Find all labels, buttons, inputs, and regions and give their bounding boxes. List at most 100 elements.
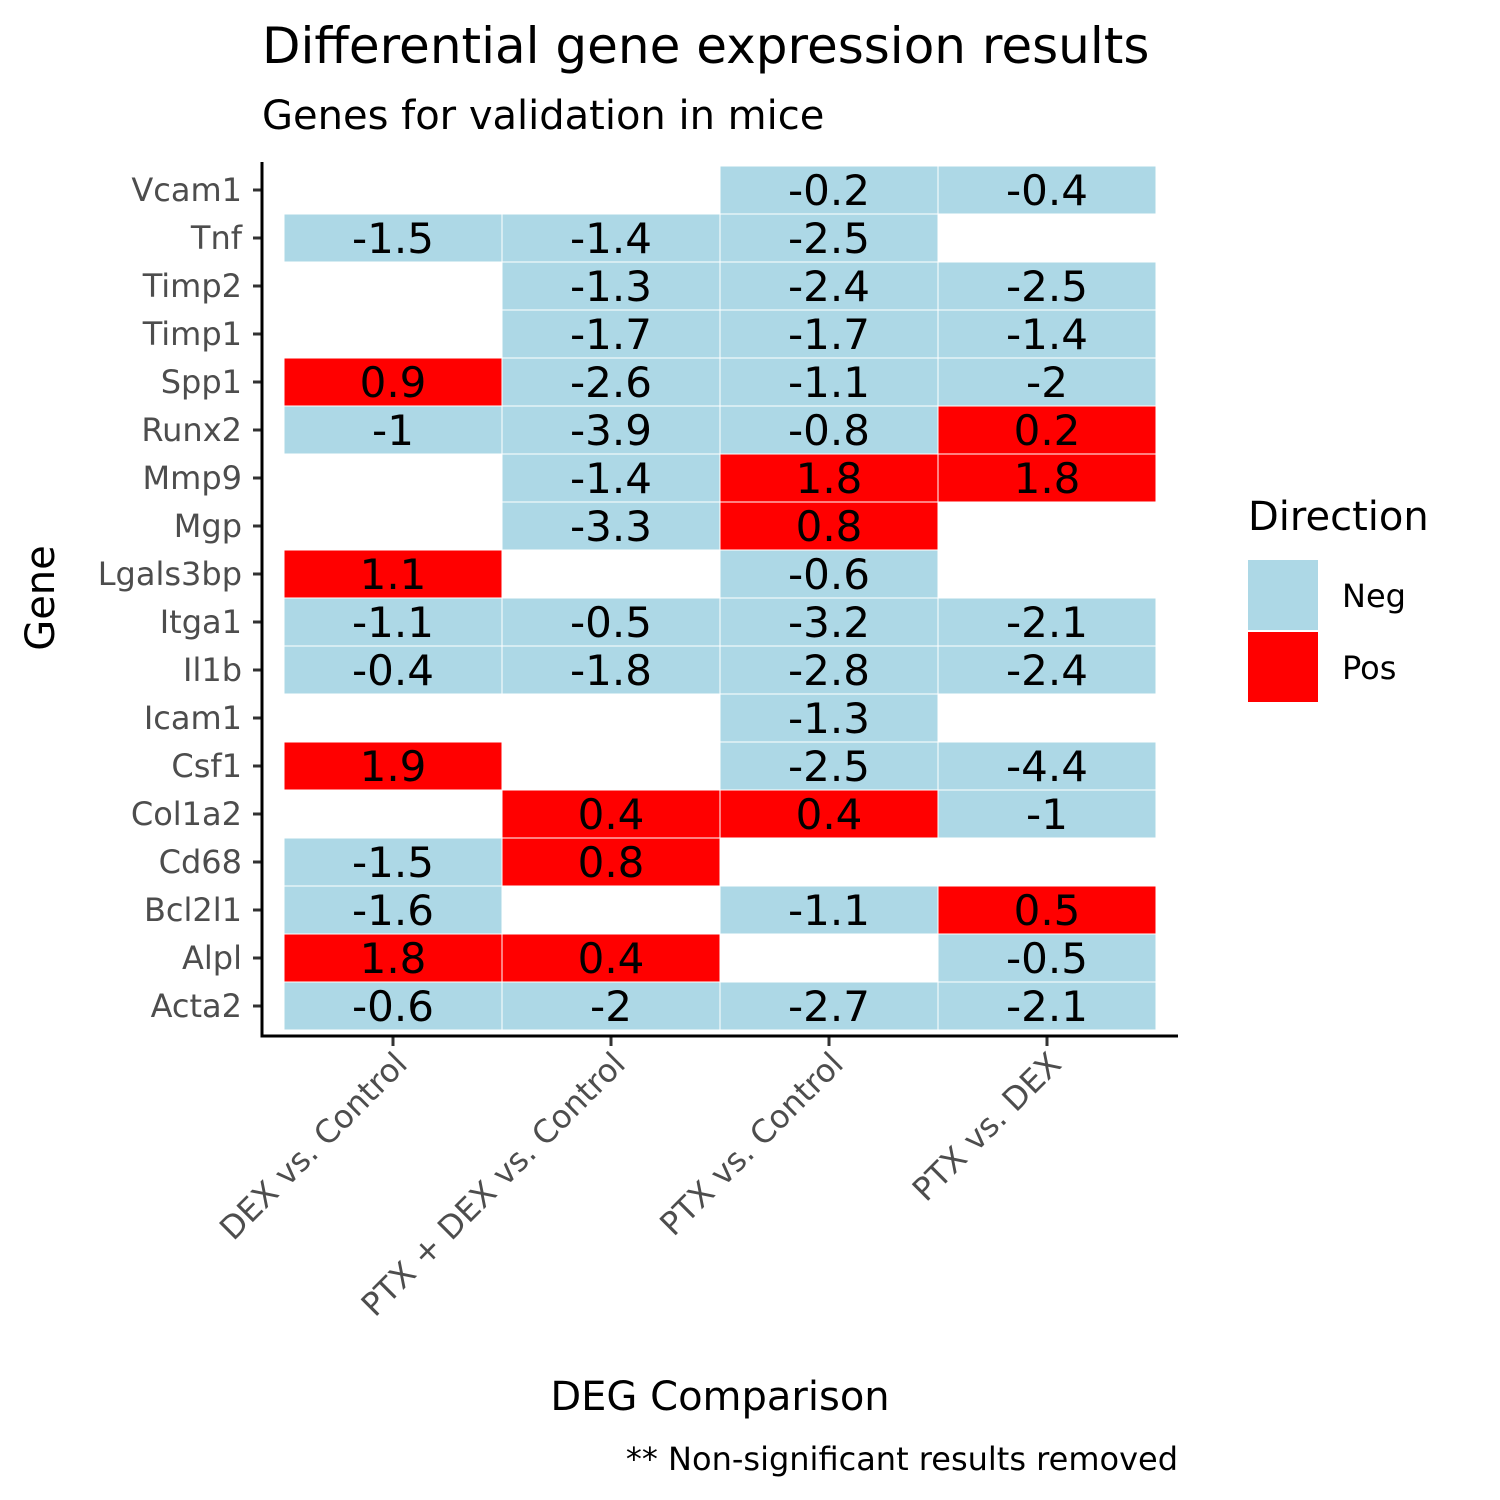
heatmap-cell [283,981,503,1031]
cell-value-label: -2.1 [1006,598,1088,647]
cell-value-label: -1.1 [352,598,434,647]
heatmap-cell [937,981,1157,1031]
heatmap-cell [719,549,939,599]
heatmap-cell [501,213,721,263]
cell-value-label: 0.8 [796,502,863,551]
heatmap-cell [937,453,1157,503]
cell-value-label: 0.8 [578,838,645,887]
legend-swatch-pos [1248,632,1318,702]
heatmap-cell [501,597,721,647]
cell-value-label: -1.3 [788,694,870,743]
heatmap-cell [283,357,503,407]
cell-value-label: -1.4 [570,214,652,263]
y-axis-title: Gene [18,545,64,651]
cell-value-label: -3.2 [788,598,870,647]
cell-value-label: -2 [590,982,632,1031]
heatmap-cell [719,597,939,647]
cell-value-label: -1 [372,406,414,455]
cell-value-label: -0.6 [352,982,434,1031]
cell-value-label: -0.8 [788,406,870,455]
chart-subtitle: Genes for validation in mice [262,93,824,139]
heatmap-cell [719,789,939,839]
cell-value-label: -0.4 [352,646,434,695]
cell-value-label: -1.6 [352,886,434,935]
cell-value-label: -4.4 [1006,742,1088,791]
y-tick-label: Csf1 [171,747,242,785]
cell-value-label: -1 [1026,790,1068,839]
cell-value-label: -0.5 [1006,934,1088,983]
y-tick-label: Il1b [183,651,242,689]
y-tick-label: Timp1 [142,315,242,353]
cell-value-label: 1.8 [360,934,427,983]
cell-value-label: 0.5 [1014,886,1081,935]
cell-value-label: -1.8 [570,646,652,695]
heatmap-cell [937,741,1157,791]
heatmap-cell [501,981,721,1031]
cell-value-label: -1.3 [570,262,652,311]
heatmap-cell [719,213,939,263]
heatmap-cell [719,741,939,791]
y-tick-label: Icam1 [144,699,242,737]
heatmap-cell [937,165,1157,215]
cell-value-label: -3.3 [570,502,652,551]
heatmap-cell [719,885,939,935]
heatmap-cell [501,789,721,839]
y-tick-label: Itga1 [160,603,242,641]
y-tick-label: Tnf [190,219,243,257]
heatmap-cell [501,261,721,311]
heatmap-cell [283,213,503,263]
cell-value-label: 1.8 [1014,454,1081,503]
x-tick-label: PTX vs. Control [652,1045,850,1243]
heatmap-cell [719,357,939,407]
heatmap-cell [283,405,503,455]
heatmap-cell [937,597,1157,647]
cell-value-label: -1.4 [570,454,652,503]
cell-value-label: -1.5 [352,838,434,887]
heatmap-cell [937,645,1157,695]
y-tick-label: Spp1 [161,363,242,401]
heatmap-cell [719,453,939,503]
heatmap-cell-labels: -0.2 -0.4-1.5 -1.4 -2.5-1.3 -2.4 -2.5-1.7 -1.7… [352,166,1088,1031]
heatmap-cell [937,885,1157,935]
cell-value-label: -2.1 [1006,982,1088,1031]
heatmap-cell [283,837,503,887]
heatmap-cell [501,837,721,887]
heatmap-cell [283,933,503,983]
y-tick-label: Timp2 [142,267,242,305]
heatmap-cell [719,693,939,743]
y-tick-label: Lgals3bp [98,555,242,593]
cell-value-label: -1.7 [788,310,870,359]
cell-value-label: 0.9 [360,358,427,407]
cell-value-label: -2.7 [788,982,870,1031]
y-tick-label: Mmp9 [143,459,242,497]
cell-value-label: 0.4 [578,790,645,839]
cell-value-label: -0.4 [1006,166,1088,215]
heatmap-cell [719,405,939,455]
y-tick-label: Runx2 [141,411,242,449]
cell-value-label: -0.5 [570,598,652,647]
cell-value-label: -2.5 [1006,262,1088,311]
cell-value-label: -1.7 [570,310,652,359]
legend-swatch-neg [1248,560,1318,630]
legend-label-pos: Pos [1342,649,1396,687]
x-axis-title: DEG Comparison [550,1374,889,1420]
cell-value-label: -3.9 [570,406,652,455]
cell-value-label: 0.2 [1014,406,1081,455]
heatmap-cell [937,357,1157,407]
cell-value-label: -2.4 [1006,646,1088,695]
heatmap-cell [719,165,939,215]
heatmap-cell [283,885,503,935]
heatmap-cell [937,789,1157,839]
heatmap-cell [501,357,721,407]
heatmap-cell [937,405,1157,455]
cell-value-label: -1.1 [788,358,870,407]
heatmap-cell [501,453,721,503]
cell-value-label: 1.8 [796,454,863,503]
cell-value-label: -2.8 [788,646,870,695]
legend: Direction Neg Pos [1248,494,1429,702]
chart-caption: ** Non-significant results removed [626,1440,1178,1478]
cell-value-label: -1.4 [1006,310,1088,359]
legend-label-neg: Neg [1342,577,1406,615]
